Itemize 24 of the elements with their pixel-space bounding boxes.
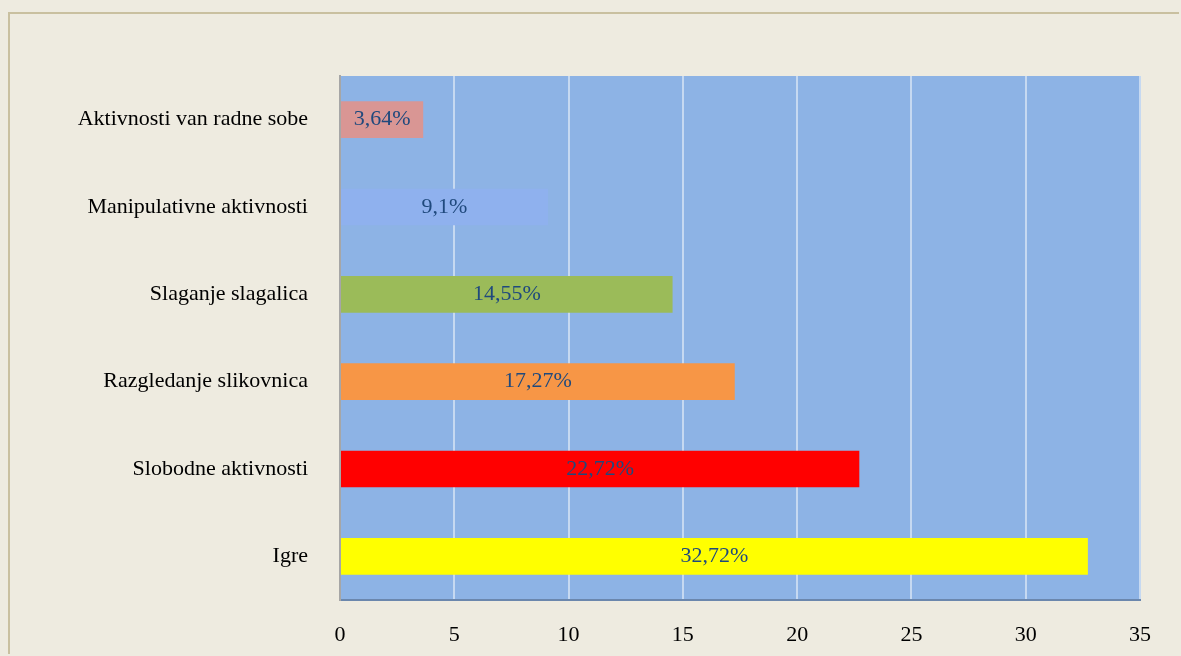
x-tick-label: 0 [334,620,346,646]
x-tick-label: 15 [671,620,694,646]
bar [341,450,860,488]
data-label: 3,64% [353,105,411,131]
y-tick-label: Manipulativne aktivnosti [87,192,308,218]
bar [341,363,735,401]
y-tick-label: Slobodne aktivnosti [132,454,308,480]
data-label: 14,55% [472,280,541,306]
x-tick-label: 20 [786,620,809,646]
bar [341,537,1088,575]
x-tick-label: 30 [1014,620,1037,646]
data-label: 22,72% [566,454,635,480]
y-tick-label: Slaganje slagalica [149,280,309,306]
bar [341,275,673,313]
y-tick-label: Razgledanje slikovnica [103,367,309,393]
x-tick-label: 35 [1129,620,1151,646]
y-tick-label: Igre [272,542,308,568]
data-label: 9,1% [421,192,468,218]
data-label: 32,72% [680,542,749,568]
x-tick-label: 10 [557,620,580,646]
x-tick-label: 25 [900,620,923,646]
y-tick-label: Aktivnosti van radne sobe [77,105,308,131]
data-label: 17,27% [503,367,572,393]
x-tick-label: 5 [448,620,460,646]
